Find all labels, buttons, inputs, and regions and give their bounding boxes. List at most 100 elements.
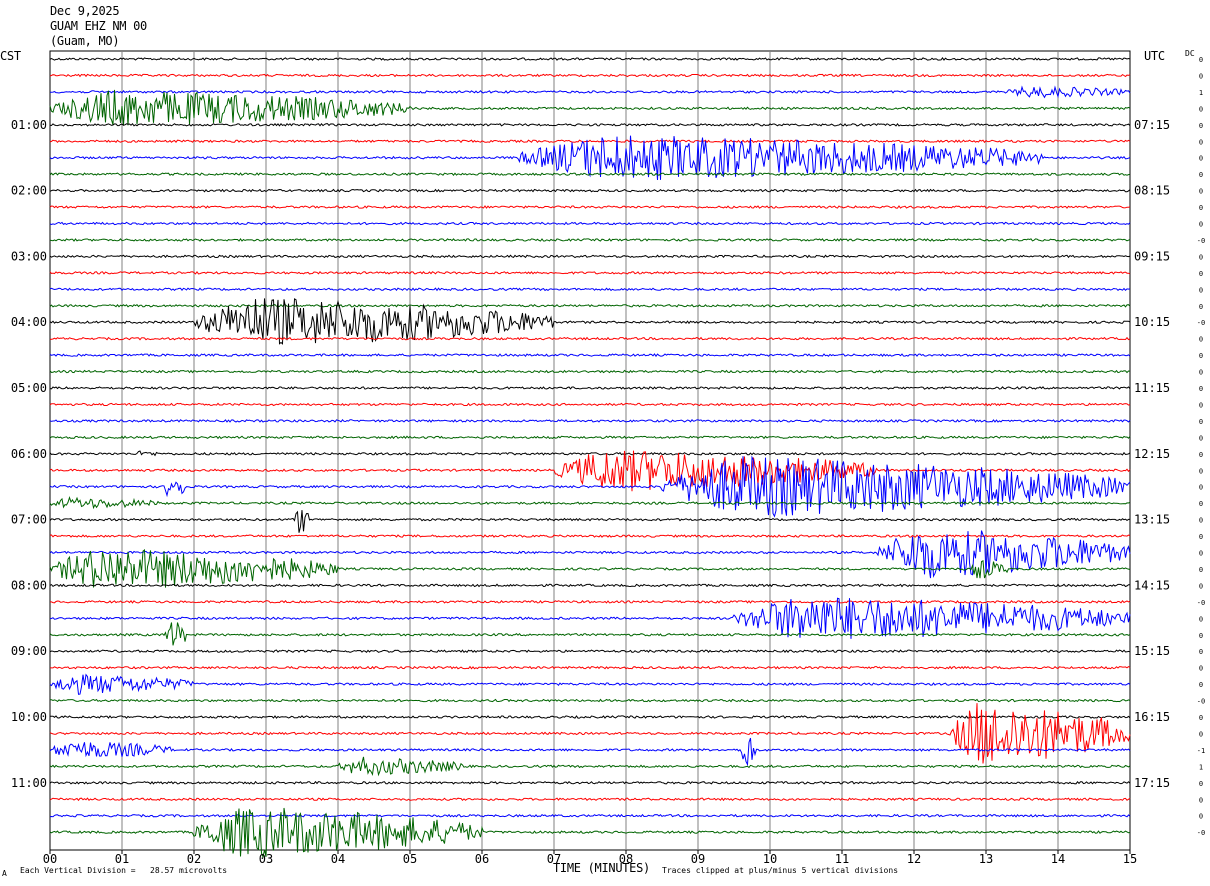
trace-line-10	[49, 221, 1131, 226]
dc-offset-label: 0	[1199, 582, 1203, 590]
dc-offset-label: 0	[1199, 418, 1203, 426]
trace-line-5	[49, 139, 1131, 144]
dc-offset-label: -0	[1197, 237, 1205, 245]
right-hour-label: 16:15	[1134, 710, 1170, 724]
left-hour-label: 06:00	[11, 447, 47, 461]
trace-line-30	[49, 530, 1131, 579]
trace-line-11	[49, 238, 1131, 242]
trace-line-14	[49, 287, 1131, 292]
date-label: Dec 9,2025	[50, 4, 120, 18]
x-tick-label: 01	[115, 852, 129, 866]
trace-line-6	[49, 135, 1131, 181]
trace-line-47	[49, 807, 1131, 859]
right-hour-label: 15:15	[1134, 644, 1170, 658]
right-timezone-label: UTC	[1144, 49, 1165, 63]
x-tick-label: 10	[763, 852, 777, 866]
right-hour-label: 10:15	[1134, 315, 1170, 329]
right-hour-label: 13:15	[1134, 513, 1170, 527]
left-hour-label: 03:00	[11, 249, 47, 263]
trace-line-21	[49, 402, 1131, 407]
x-tick-label: 00	[43, 852, 57, 866]
dc-offset-label: -0	[1197, 698, 1205, 706]
dc-offset-label: -0	[1197, 599, 1205, 607]
dc-offset-label: 0	[1199, 796, 1203, 804]
trace-line-9	[49, 205, 1131, 209]
dc-offset-label: 0	[1199, 681, 1203, 689]
trace-line-45	[49, 797, 1131, 802]
x-tick-label: 02	[187, 852, 201, 866]
dc-offset-label: 0	[1199, 813, 1203, 821]
left-hour-label: 02:00	[11, 184, 47, 198]
dc-offset-label: 0	[1199, 451, 1203, 459]
x-tick-label: 08	[619, 852, 633, 866]
dc-offset-label: 0	[1199, 632, 1203, 640]
left-hour-label: 05:00	[11, 381, 47, 395]
dc-offset-label: 0	[1199, 550, 1203, 558]
right-hour-label: 09:15	[1134, 249, 1170, 263]
trace-line-1	[49, 73, 1131, 78]
dc-offset-label: -0	[1197, 319, 1205, 327]
dc-offset-label: 0	[1199, 648, 1203, 656]
left-hour-label: 07:00	[11, 513, 47, 527]
dc-offset-label: 0	[1199, 105, 1203, 113]
dc-offset-label: 1	[1199, 89, 1203, 97]
trace-line-15	[49, 303, 1131, 308]
dc-offset-label: 0	[1199, 500, 1203, 508]
trace-line-8	[49, 188, 1131, 193]
trace-line-13	[49, 270, 1131, 275]
trace-line-7	[49, 172, 1131, 176]
trace-line-35	[49, 622, 1131, 646]
right-hour-label: 12:15	[1134, 447, 1170, 461]
dc-offset-label: 0	[1199, 401, 1203, 409]
x-tick-label: 15	[1123, 852, 1137, 866]
left-hour-label: 09:00	[11, 644, 47, 658]
dc-offset-label: 0	[1199, 369, 1203, 377]
x-axis-title: TIME (MINUTES)	[553, 861, 650, 875]
left-hour-label: 01:00	[11, 118, 47, 132]
location-label: (Guam, MO)	[50, 34, 120, 48]
dc-offset-label: 1	[1199, 763, 1203, 771]
dc-offset-label: 0	[1199, 221, 1203, 229]
left-hour-label: 04:00	[11, 315, 47, 329]
corner-mark: A	[2, 869, 7, 878]
trace-line-3	[49, 89, 1131, 126]
x-tick-label: 09	[691, 852, 705, 866]
right-hour-label: 08:15	[1134, 184, 1170, 198]
trace-line-18	[49, 353, 1131, 358]
left-timezone-label: CST	[0, 49, 21, 63]
x-tick-label: 14	[1051, 852, 1065, 866]
clip-note: Traces clipped at plus/minus 5 vertical …	[662, 866, 899, 875]
trace-line-41	[49, 703, 1131, 764]
left-hour-label: 08:00	[11, 578, 47, 592]
dc-offset-label: 0	[1199, 286, 1203, 294]
dc-offset-label: 0	[1199, 270, 1203, 278]
x-tick-label: 04	[331, 852, 345, 866]
dc-offset-label: 0	[1199, 517, 1203, 525]
trace-line-4	[49, 122, 1131, 127]
trace-line-29	[49, 534, 1131, 538]
dc-offset-label: 0	[1199, 352, 1203, 360]
trace-line-43	[49, 756, 1131, 777]
scale-note: Each Vertical Division = 28.57 microvolt…	[20, 866, 228, 875]
trace-line-25	[49, 450, 1131, 492]
x-tick-label: 06	[475, 852, 489, 866]
dc-offset-label: 0	[1199, 714, 1203, 722]
x-tick-label: 07	[547, 852, 561, 866]
left-hour-label: 10:00	[11, 710, 47, 724]
x-tick-label: 13	[979, 852, 993, 866]
trace-line-23	[49, 435, 1131, 440]
trace-line-17	[49, 336, 1131, 341]
right-hour-label: 07:15	[1134, 118, 1170, 132]
dc-offset-label: 0	[1199, 730, 1203, 738]
trace-line-36	[49, 649, 1131, 654]
trace-line-44	[49, 780, 1131, 785]
dc-offset-label: 0	[1199, 484, 1203, 492]
trace-line-22	[49, 419, 1131, 423]
dc-offset-label: 0	[1199, 155, 1203, 163]
trace-line-40	[49, 715, 1131, 719]
station-label: GUAM EHZ NM 00	[50, 19, 147, 33]
dc-offset-label: 0	[1199, 204, 1203, 212]
dc-offset-label: 0	[1199, 138, 1203, 146]
trace-line-19	[49, 369, 1131, 374]
trace-line-2	[49, 85, 1131, 99]
